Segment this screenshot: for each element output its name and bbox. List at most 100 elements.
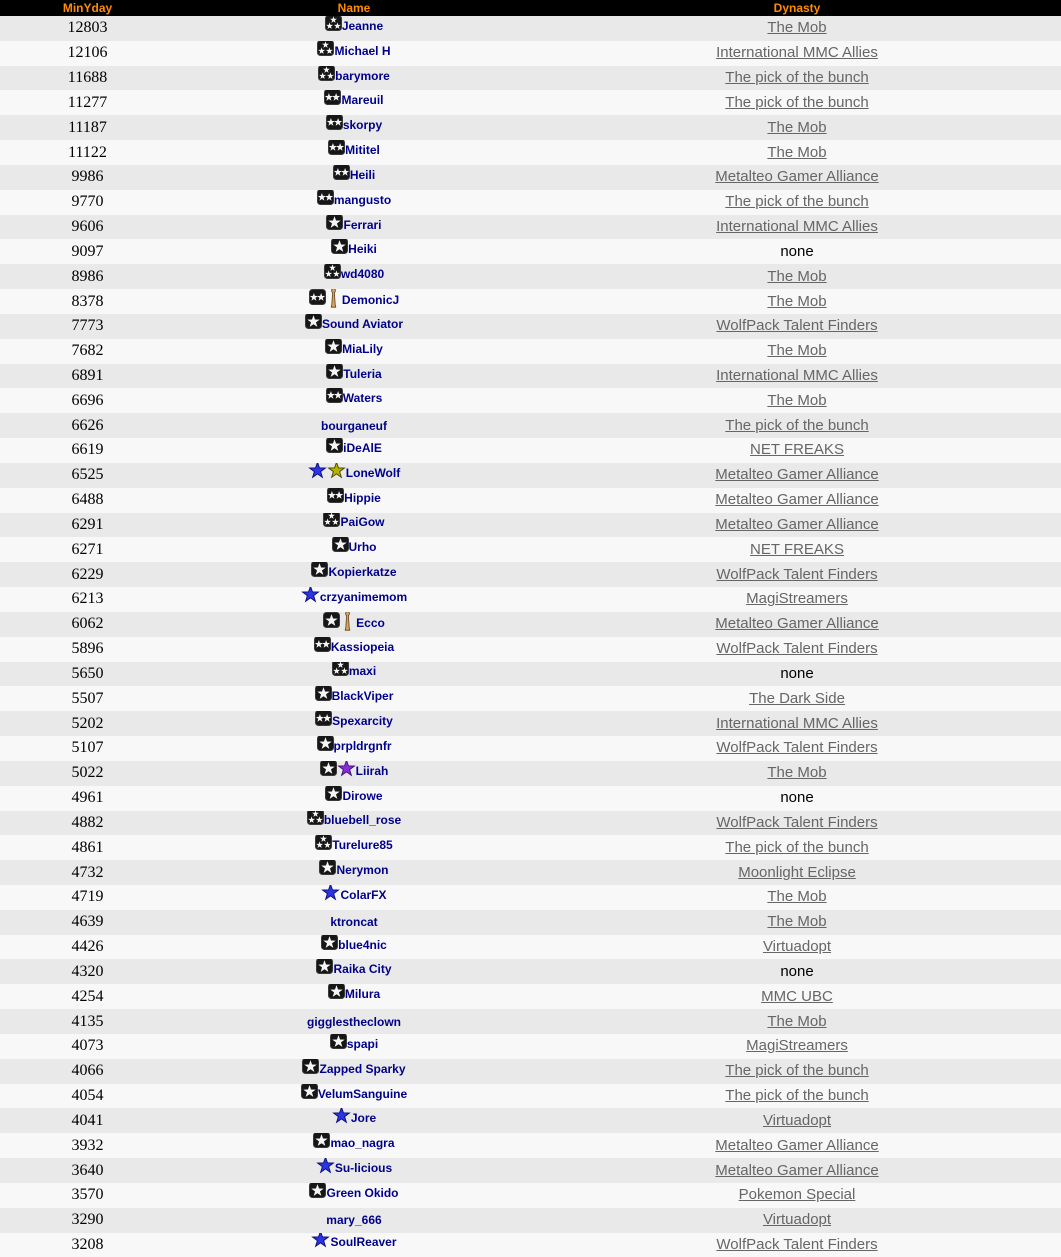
dynasty-link[interactable]: The pick of the bunch: [725, 1087, 869, 1105]
player-name-link[interactable]: bluebell_rose: [323, 813, 402, 828]
dynasty-link[interactable]: NET FREAKS: [750, 441, 844, 459]
dynasty-link[interactable]: The Mob: [767, 1012, 827, 1030]
player-name-link[interactable]: Spexarcity: [332, 714, 393, 729]
dynasty-link[interactable]: International MMC Allies: [716, 218, 878, 236]
dynasty-link[interactable]: Metalteo Gamer Alliance: [715, 1161, 879, 1179]
player-name-link[interactable]: Nerymon: [336, 863, 389, 878]
player-name-link[interactable]: SoulReaver: [330, 1235, 397, 1250]
dynasty-link[interactable]: The Mob: [767, 292, 827, 310]
player-name-link[interactable]: DemonicJ: [341, 293, 400, 308]
player-name-link[interactable]: ColarFX: [340, 887, 387, 902]
player-name-link[interactable]: Raika City: [333, 962, 392, 977]
dynasty-link[interactable]: Metalteo Gamer Alliance: [715, 168, 879, 186]
dynasty-link[interactable]: WolfPack Talent Finders: [716, 1235, 878, 1253]
dynasty-link[interactable]: The Mob: [767, 342, 827, 360]
player-name-link[interactable]: prpldrgnfr: [333, 738, 392, 753]
player-name-link[interactable]: Michael H: [334, 43, 391, 58]
minyday-value: 4732: [71, 863, 104, 881]
dynasty-link[interactable]: WolfPack Talent Finders: [716, 739, 878, 757]
player-name-link[interactable]: Su-licious: [334, 1161, 393, 1175]
player-name-link[interactable]: Kassiopeia: [330, 639, 395, 654]
dynasty-link[interactable]: The Mob: [767, 913, 827, 931]
dynasty-link[interactable]: Virtuadopt: [762, 1111, 832, 1129]
dynasty-link[interactable]: The Dark Side: [749, 689, 845, 707]
player-name-link[interactable]: iDeAlE: [343, 440, 382, 455]
dynasty-link[interactable]: WolfPack Talent Finders: [716, 317, 878, 335]
column-header-name[interactable]: Name: [175, 0, 533, 16]
dynasty-link[interactable]: The pick of the bunch: [725, 69, 869, 87]
player-name-link[interactable]: Kopierkatze: [328, 565, 397, 580]
dynasty-link[interactable]: International MMC Allies: [716, 44, 878, 62]
player-name-link[interactable]: Waters: [342, 391, 383, 406]
player-name-link[interactable]: barymore: [335, 68, 390, 83]
player-name-link[interactable]: mangusto: [333, 192, 392, 207]
dynasty-link[interactable]: MMC UBC: [761, 987, 833, 1005]
dynasty-link[interactable]: The Mob: [767, 118, 827, 136]
dynasty-link[interactable]: Moonlight Eclipse: [738, 863, 856, 881]
dynasty-link[interactable]: The Mob: [767, 267, 827, 285]
dynasty-link[interactable]: The pick of the bunch: [725, 93, 869, 111]
player-name-link[interactable]: Urho: [348, 540, 377, 555]
column-header-dynasty[interactable]: Dynasty: [533, 0, 1061, 16]
player-name-link[interactable]: Green Okido: [326, 1185, 399, 1200]
player-name-link[interactable]: VelumSanguine: [317, 1086, 408, 1101]
player-name-link[interactable]: ktroncat: [330, 915, 378, 930]
dynasty-link[interactable]: The Mob: [767, 19, 827, 37]
dynasty-link[interactable]: Virtuadopt: [762, 1211, 832, 1229]
player-name-link[interactable]: bourganeuf: [321, 418, 387, 433]
dynasty-link[interactable]: The Mob: [767, 391, 827, 409]
column-header-minyday[interactable]: MinYday: [0, 0, 175, 16]
dynasty-link[interactable]: The pick of the bunch: [725, 416, 869, 434]
player-name-link[interactable]: LoneWolf: [345, 465, 401, 480]
dynasty-link[interactable]: NET FREAKS: [750, 540, 844, 558]
dynasty-link[interactable]: Metalteo Gamer Alliance: [715, 466, 879, 484]
player-name-link[interactable]: Mareuil: [341, 93, 384, 108]
player-name-link[interactable]: gigglestheclown: [306, 1014, 401, 1029]
dynasty-link[interactable]: WolfPack Talent Finders: [716, 640, 878, 658]
player-name-link[interactable]: Hippie: [344, 490, 381, 505]
player-name-link[interactable]: Heili: [349, 167, 376, 182]
dynasty-link[interactable]: Virtuadopt: [762, 938, 832, 956]
player-name-link[interactable]: crzyanimemom: [319, 589, 408, 604]
dynasty-link[interactable]: The pick of the bunch: [725, 838, 869, 856]
player-name-link[interactable]: Jeanne: [341, 18, 384, 33]
player-name-link[interactable]: MiaLily: [342, 341, 383, 356]
player-name-link[interactable]: blue4nic: [338, 937, 387, 952]
player-name-link[interactable]: spapi: [346, 1036, 379, 1051]
player-name-link[interactable]: Ferrari: [343, 217, 382, 232]
dynasty-link[interactable]: Metalteo Gamer Alliance: [715, 1136, 879, 1154]
dynasty-link[interactable]: The pick of the bunch: [725, 1062, 869, 1080]
player-name-link[interactable]: Zapped Sparky: [319, 1061, 406, 1076]
dynasty-link[interactable]: Pokemon Special: [738, 1186, 856, 1204]
player-name-link[interactable]: skorpy: [342, 118, 383, 133]
dynasty-link[interactable]: The Mob: [767, 764, 827, 782]
player-name-link[interactable]: Milura: [344, 987, 381, 1002]
dynasty-link[interactable]: MagiStreamers: [746, 1037, 848, 1055]
dynasty-link[interactable]: The Mob: [767, 888, 827, 906]
player-name-link[interactable]: Turelure85: [332, 838, 393, 853]
dynasty-link[interactable]: The pick of the bunch: [725, 193, 869, 211]
dynasty-link[interactable]: International MMC Allies: [716, 367, 878, 384]
dynasty-link[interactable]: WolfPack Talent Finders: [716, 813, 878, 831]
player-name-link[interactable]: maxi: [348, 664, 377, 679]
dynasty-link[interactable]: Metalteo Gamer Alliance: [715, 615, 879, 633]
dynasty-link[interactable]: Metalteo Gamer Alliance: [715, 515, 879, 533]
dynasty-link[interactable]: MagiStreamers: [746, 590, 848, 608]
player-name-link[interactable]: Sound Aviator: [321, 316, 404, 331]
player-name-link[interactable]: Tuleria: [343, 366, 382, 381]
player-name-link[interactable]: PaiGow: [340, 515, 385, 530]
player-name-link[interactable]: Ecco: [356, 615, 385, 630]
player-name-link[interactable]: Dirowe: [342, 788, 383, 803]
dynasty-link[interactable]: WolfPack Talent Finders: [716, 565, 878, 583]
player-name-link[interactable]: Liirah: [355, 764, 389, 779]
player-name-link[interactable]: Mititel: [345, 143, 380, 158]
dynasty-link[interactable]: International MMC Allies: [716, 714, 878, 732]
dynasty-link[interactable]: Metalteo Gamer Alliance: [715, 491, 879, 509]
player-name-link[interactable]: mary_666: [326, 1213, 382, 1228]
player-name-link[interactable]: Jore: [350, 1111, 377, 1126]
player-name-link[interactable]: mao_nagra: [330, 1136, 395, 1151]
player-name-link[interactable]: wd4080: [340, 267, 385, 282]
player-name-link[interactable]: BlackViper: [331, 689, 394, 704]
player-name-link[interactable]: Heiki: [348, 242, 377, 257]
dynasty-link[interactable]: The Mob: [767, 143, 827, 161]
